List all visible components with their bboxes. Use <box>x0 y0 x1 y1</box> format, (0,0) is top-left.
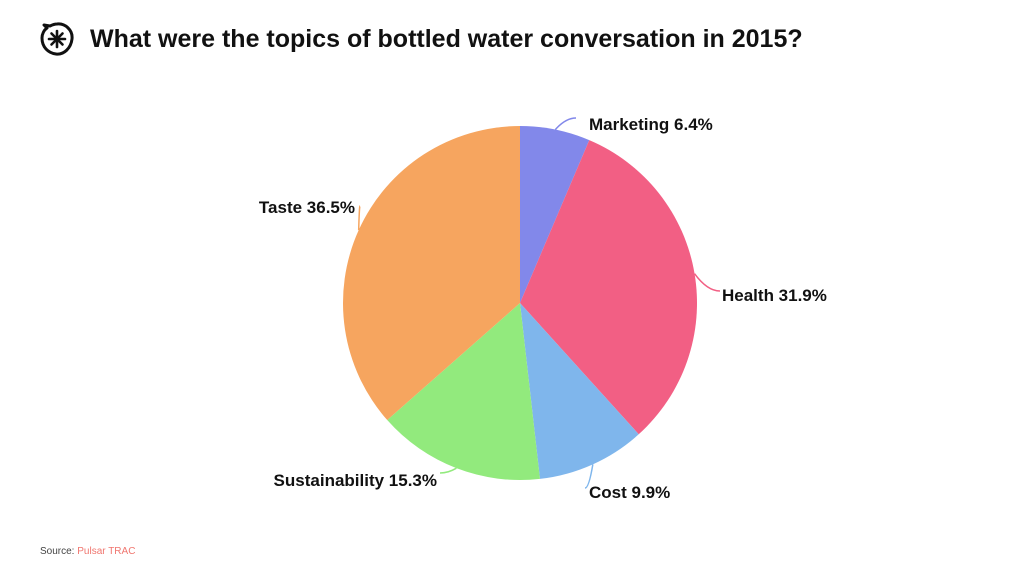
pie-slice-health[interactable] <box>520 140 698 435</box>
data-label-marketing: Marketing 6.4% <box>589 115 713 134</box>
pie-chart: Marketing 6.4% Health 31.9% Cost 9.9% Susta… <box>259 115 827 502</box>
asterisk-badge-icon <box>40 22 74 56</box>
source-link[interactable]: Pulsar TRAC <box>77 546 136 557</box>
leader-line-taste <box>357 205 361 231</box>
leader-line-sustainability <box>439 467 457 474</box>
data-label-sustainability: Sustainability 15.3% <box>274 471 437 490</box>
data-label-cost: Cost 9.9% <box>589 483 670 502</box>
pie-slice-marketing[interactable] <box>520 126 590 303</box>
chart-title: What were the topics of bottled water co… <box>90 24 803 53</box>
leader-line-health <box>693 273 721 292</box>
data-label-health: Health 31.9% <box>722 286 827 305</box>
source-note: Source: Pulsar TRAC <box>40 546 135 557</box>
source-prefix: Source: <box>40 546 78 557</box>
pie-slice-sustainability[interactable] <box>387 303 540 480</box>
leader-line-marketing <box>554 117 577 131</box>
leader-line-cost <box>584 464 594 489</box>
data-label-taste: Taste 36.5% <box>259 198 355 217</box>
pie-slice-taste[interactable] <box>343 126 520 421</box>
pie-slice-cost[interactable] <box>520 303 639 479</box>
header: What were the topics of bottled water co… <box>40 22 803 56</box>
